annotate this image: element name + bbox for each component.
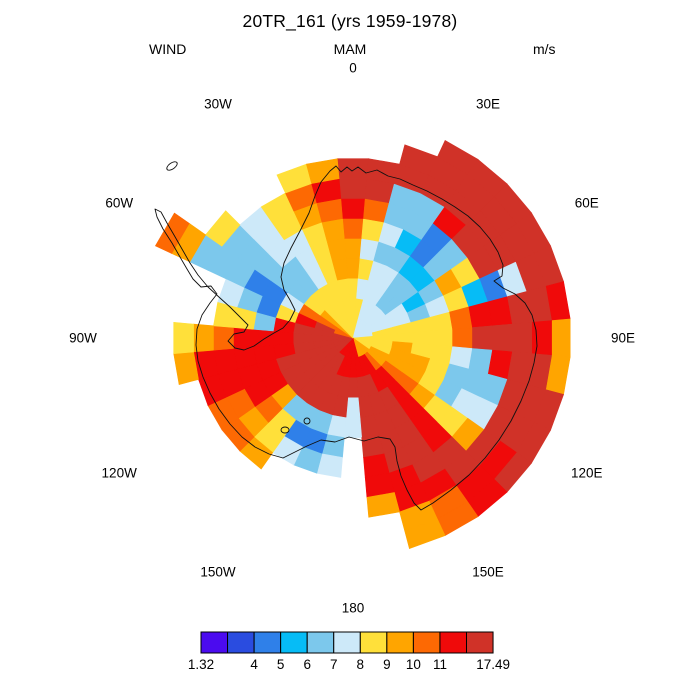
island-outline: [166, 161, 178, 171]
meridian-label: 60W: [105, 196, 133, 211]
colorbar-segment: [280, 631, 308, 654]
units-label: m/s: [533, 41, 556, 57]
meridian-label: 0: [349, 61, 357, 76]
colorbar-segment: [412, 631, 441, 654]
season-label: MAM: [333, 41, 367, 57]
colorbar: [200, 631, 494, 654]
colorbar-tick-label: 10: [406, 657, 421, 672]
colorbar-segment: [466, 631, 494, 654]
meridian-label: 30W: [204, 97, 232, 112]
colorbar-tick-label: 8: [357, 657, 365, 672]
variable-label: WIND: [149, 41, 187, 57]
meridian-label: 30E: [476, 97, 500, 112]
heatmap-cells: [154, 139, 571, 549]
meridian-label: 90W: [69, 331, 97, 346]
colorbar-segment: [359, 631, 388, 654]
colorbar-tick-labels: 1.32 4 5 6 7 8 9 10 11 17.49: [188, 657, 510, 672]
meridian-label: 90E: [611, 331, 635, 346]
colorbar-tick-label: 4: [250, 657, 258, 672]
meridian-label: 120W: [102, 466, 138, 481]
colorbar-tick-label: 11: [433, 657, 447, 672]
colorbar-segment: [333, 631, 361, 654]
colorbar-segment: [227, 631, 255, 654]
colorbar-segment: [439, 631, 468, 654]
colorbar-tick-label: 17.49: [476, 657, 510, 672]
coastline: [154, 161, 538, 511]
meridian-label: 150E: [472, 564, 504, 579]
colorbar-segment: [386, 631, 414, 654]
colorbar-tick-label: 5: [277, 657, 285, 672]
meridian-label: 120E: [571, 466, 603, 481]
figure-title: 20TR_161 (yrs 1959-1978): [242, 11, 458, 31]
antarctica-coastline-outline: [154, 165, 538, 511]
meridian-label: 180: [342, 601, 365, 616]
colorbar-segment: [306, 631, 335, 654]
colorbar-tick-label: 7: [330, 657, 338, 672]
meridian-label: 150W: [200, 564, 236, 579]
colorbar-tick-label: 6: [303, 657, 311, 672]
island-outline: [280, 426, 290, 434]
colorbar-tick-label: 1.32: [188, 657, 214, 672]
meridian-labels: 0 30E 60E 90E 120E 150E 180 150W 120W 90W 60W 30W: [69, 61, 635, 616]
island-outline: [303, 417, 311, 425]
colorbar-segment: [253, 631, 282, 654]
meridian-label: 60E: [575, 196, 599, 211]
colorbar-tick-label: 9: [383, 657, 391, 672]
colorbar-segment: [200, 631, 229, 654]
